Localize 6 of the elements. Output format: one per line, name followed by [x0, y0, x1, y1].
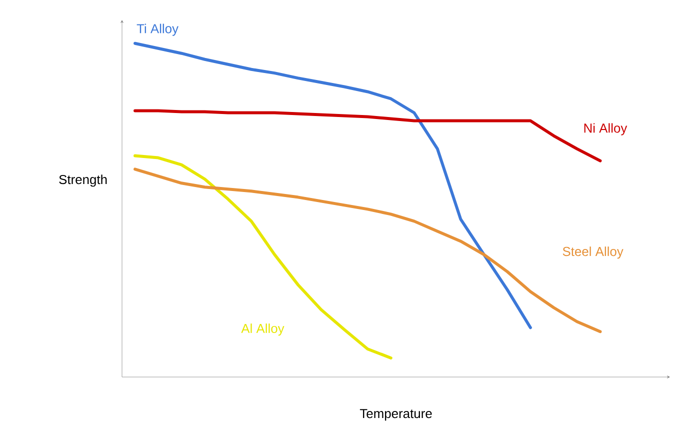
text: Al Alloy	[241, 324, 284, 336]
series-label: Ti Alloy	[136, 24, 178, 36]
y-axis-title: Strength	[59, 174, 107, 187]
x-axis-title: Temperature	[360, 409, 432, 421]
series-label: Ni Alloy	[584, 123, 628, 136]
text: Steel Alloy	[562, 246, 624, 259]
